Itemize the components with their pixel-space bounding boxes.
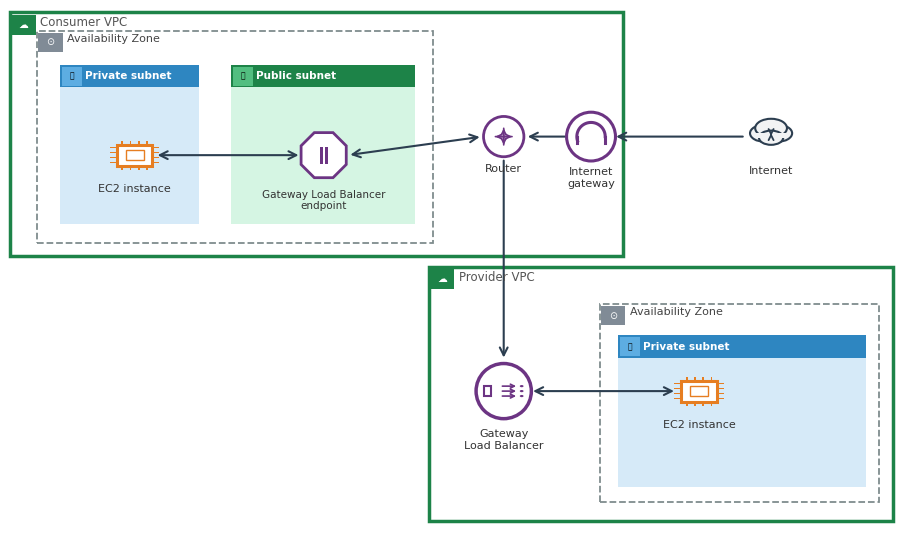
Text: Gateway
Load Balancer: Gateway Load Balancer (464, 429, 543, 451)
Circle shape (520, 390, 523, 392)
Bar (138, 166, 140, 169)
Circle shape (754, 119, 786, 138)
Bar (617, 335, 865, 358)
Bar (710, 377, 712, 381)
Bar (710, 401, 712, 406)
Bar (110, 152, 116, 154)
Bar (619, 337, 639, 356)
Bar (60, 65, 199, 87)
Bar (694, 377, 695, 381)
Text: EC2 instance: EC2 instance (98, 184, 170, 195)
Bar (152, 157, 159, 158)
Bar (617, 335, 865, 487)
Text: Router: Router (484, 164, 521, 174)
Text: 🔒: 🔒 (240, 71, 244, 80)
Bar (231, 65, 415, 224)
Bar (116, 144, 152, 166)
Bar (716, 383, 723, 384)
Text: Internet: Internet (748, 166, 792, 176)
Text: Availability Zone: Availability Zone (67, 34, 160, 44)
Bar (61, 67, 81, 86)
Text: ☁: ☁ (437, 274, 446, 284)
Bar (146, 166, 148, 169)
Text: Availability Zone: Availability Zone (629, 308, 722, 317)
Bar (689, 386, 707, 397)
Bar (110, 162, 116, 163)
Bar (38, 33, 62, 52)
Bar (716, 388, 723, 389)
Bar (320, 147, 323, 164)
Polygon shape (300, 133, 345, 177)
Bar (483, 386, 491, 395)
Bar (152, 152, 159, 154)
Bar (685, 377, 686, 381)
Bar (674, 393, 680, 394)
Bar (325, 147, 328, 164)
Text: ⊙: ⊙ (46, 37, 54, 47)
Bar (702, 377, 704, 381)
Text: Gateway Load Balancer
endpoint: Gateway Load Balancer endpoint (262, 190, 385, 211)
Text: Private subnet: Private subnet (85, 71, 171, 81)
Bar (694, 401, 695, 406)
Bar (125, 150, 143, 160)
Text: Public subnet: Public subnet (256, 71, 336, 81)
Ellipse shape (475, 364, 530, 419)
Bar (716, 393, 723, 394)
Text: Internet
gateway: Internet gateway (566, 167, 614, 189)
Text: Consumer VPC: Consumer VPC (40, 16, 127, 29)
Bar (152, 162, 159, 163)
Bar (37, 30, 433, 243)
Circle shape (762, 125, 791, 142)
Bar (121, 166, 123, 169)
Bar (12, 14, 35, 35)
Bar (138, 141, 140, 144)
Bar (110, 157, 116, 158)
Ellipse shape (566, 112, 615, 161)
Bar (11, 12, 621, 256)
Text: 🔒: 🔒 (627, 342, 631, 351)
Bar (716, 398, 723, 399)
Text: 🔒: 🔒 (69, 71, 74, 80)
Circle shape (750, 125, 778, 142)
Bar (129, 166, 132, 169)
Circle shape (520, 395, 523, 397)
Bar (680, 381, 716, 401)
Bar (146, 141, 148, 144)
Bar (121, 141, 123, 144)
Bar (129, 141, 132, 144)
Bar (428, 266, 891, 521)
Text: ☁: ☁ (19, 20, 28, 30)
Bar (674, 383, 680, 384)
Circle shape (759, 131, 782, 145)
Bar (429, 269, 454, 289)
Bar (60, 65, 199, 224)
Bar (231, 65, 415, 87)
Bar (674, 388, 680, 389)
Bar (599, 304, 879, 503)
Bar (685, 401, 686, 406)
Bar (674, 398, 680, 399)
Bar (600, 306, 624, 325)
Text: Provider VPC: Provider VPC (458, 271, 534, 284)
Ellipse shape (483, 116, 523, 157)
Circle shape (520, 385, 523, 387)
Text: Private subnet: Private subnet (642, 342, 729, 352)
Bar (152, 147, 159, 148)
Bar (233, 67, 253, 86)
Bar (702, 401, 704, 406)
Text: ⊙: ⊙ (608, 311, 616, 320)
Text: EC2 instance: EC2 instance (662, 420, 734, 430)
Bar (755, 133, 786, 139)
Bar (110, 147, 116, 148)
